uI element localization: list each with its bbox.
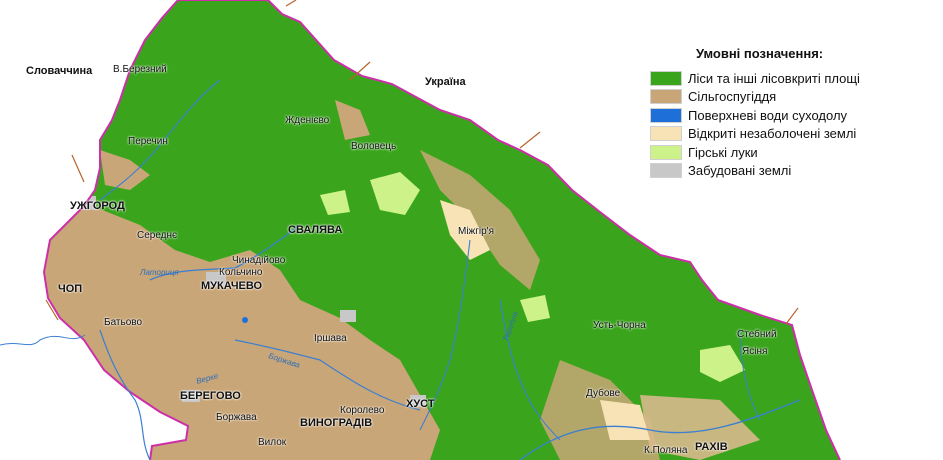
place-k-poliana: К.Поляна	[644, 445, 688, 456]
border-marker	[71, 154, 85, 183]
agricultural-patch	[640, 395, 760, 460]
legend-swatch	[650, 70, 682, 86]
place-rakhiv: РАХІВ	[695, 441, 728, 453]
legend-label: Гірські луки	[688, 144, 758, 160]
river-tysa	[519, 399, 801, 460]
legend-swatch	[650, 144, 682, 160]
border-marker	[285, 0, 297, 7]
place-mizhhiria: Міжгір'я	[458, 226, 494, 237]
legend-swatch	[650, 126, 682, 142]
place-chynadiiovo: Чинадійово	[232, 255, 286, 266]
place-serednie: Середнє	[137, 230, 178, 241]
place-kolchyno: Кольчино	[219, 267, 263, 278]
lake	[242, 317, 248, 323]
legend-label: Сільгоспугіддя	[688, 89, 777, 105]
place-chop: ЧОП	[58, 283, 83, 295]
border-marker	[45, 299, 59, 321]
place-stebnyi: Стебний	[737, 329, 777, 340]
country-label-ukraine: Україна	[425, 76, 466, 88]
place-dubove: Дубове	[586, 388, 621, 399]
river-tereblia	[499, 299, 561, 441]
place-khust: ХУСТ	[406, 398, 435, 410]
place-irshava: Іршава	[314, 333, 347, 344]
place-volovets: Воловець	[351, 141, 397, 152]
agricultural-patch	[335, 100, 370, 140]
border-marker	[349, 61, 371, 81]
legend-label: Ліси та інші лісовкриті площі	[688, 70, 860, 86]
legend-swatch	[650, 107, 682, 123]
river-latorytsia	[149, 224, 301, 281]
region-border	[42, 0, 841, 460]
mountain-meadow	[520, 295, 550, 322]
open-lands	[600, 400, 650, 440]
agricultural-patch	[100, 150, 150, 190]
mountain-meadow	[700, 345, 745, 382]
legend-item-built-up: Забудовані землі	[650, 162, 935, 181]
place-zhdenievo: Жденієво	[285, 115, 330, 126]
legend-label: Поверхневі води суходолу	[688, 107, 848, 123]
built-up-area	[340, 310, 356, 322]
mountain-meadow	[370, 172, 420, 215]
river-rika	[419, 239, 471, 431]
built-up-area	[182, 390, 200, 402]
country-label-slovakia: Словаччина	[26, 65, 93, 77]
place-yasinia: Ясіня	[742, 346, 768, 357]
legend-label: Забудовані землі	[688, 163, 792, 179]
place-vynohradiv: ВИНОГРАДІВ	[300, 417, 373, 429]
place-korolevo: Королево	[340, 405, 385, 416]
legend-item-water: Поверхневі води суходолу	[650, 106, 935, 125]
place-borzhava: Боржава	[216, 412, 257, 423]
place-ust-chorna: Усть-Чорна	[593, 320, 646, 331]
border-marker	[785, 307, 799, 325]
place-berehove: БЕРЕГОВО	[180, 390, 241, 402]
legend: Умовні позначення: Ліси та інші лісовкри…	[650, 46, 935, 180]
river-outside-south	[99, 329, 151, 460]
open-lands	[440, 200, 490, 260]
place-v-bereznyi: В.Березний	[113, 64, 167, 75]
river-chorna-tysa	[739, 329, 761, 421]
place-perechyn: Перечин	[128, 136, 168, 147]
place-svaliava: СВАЛЯВА	[288, 224, 343, 236]
place-uzhhorod: УЖГОРОД	[70, 200, 125, 212]
built-up-area	[206, 272, 226, 286]
border-marker	[519, 131, 541, 149]
legend-item-mountain-meadows: Гірські луки	[650, 143, 935, 162]
agricultural-patch	[420, 150, 540, 290]
river-label-latorytsia: Латориця	[140, 268, 179, 277]
agricultural-lowland	[44, 200, 440, 460]
legend-swatch	[650, 89, 682, 105]
legend-title: Умовні позначення:	[696, 46, 824, 61]
river-borzhava	[234, 339, 421, 411]
legend-swatch	[650, 163, 682, 179]
legend-label: Відкриті незаболочені землі	[688, 126, 857, 142]
river-uzh	[99, 79, 221, 201]
built-up-area	[410, 395, 426, 407]
legend-item-forest: Ліси та інші лісовкриті площі	[650, 69, 935, 88]
mountain-meadow	[320, 190, 350, 215]
place-vylok: Вилок	[258, 437, 287, 448]
place-mukachevo: МУКАЧЕВО	[201, 280, 263, 292]
legend-item-agriculture: Сільгоспугіддя	[650, 88, 935, 107]
legend-item-open-lands: Відкриті незаболочені землі	[650, 125, 935, 144]
place-batovo: Батьово	[104, 317, 143, 328]
river-outside-west	[0, 334, 86, 346]
